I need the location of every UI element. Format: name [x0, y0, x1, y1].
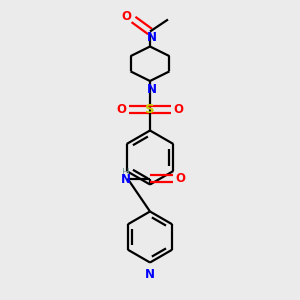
- Text: N: N: [146, 31, 157, 44]
- Text: O: O: [175, 172, 185, 185]
- Text: N: N: [121, 173, 131, 186]
- Text: S: S: [145, 103, 155, 116]
- Text: N: N: [146, 83, 157, 96]
- Text: H: H: [122, 168, 130, 178]
- Text: O: O: [116, 103, 127, 116]
- Text: N: N: [145, 268, 155, 281]
- Text: O: O: [173, 103, 184, 116]
- Text: O: O: [121, 10, 131, 23]
